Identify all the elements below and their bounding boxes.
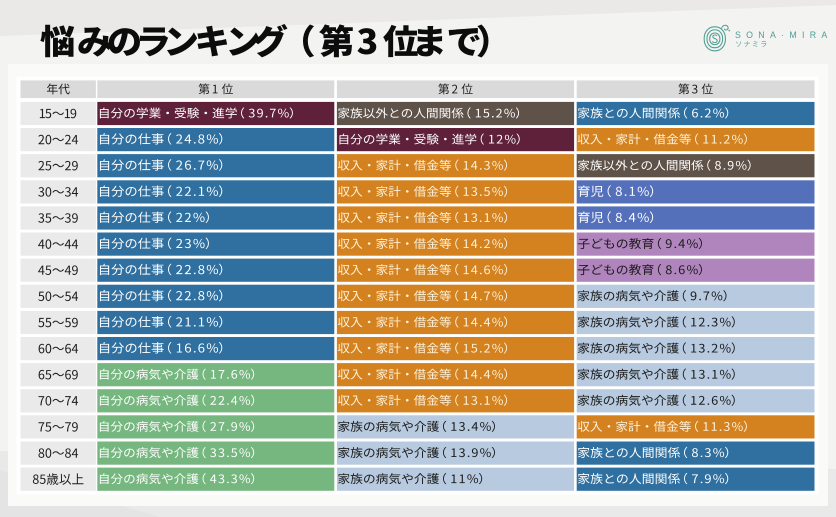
svg-text:SONA·MIRA: SONA·MIRA <box>735 30 833 40</box>
